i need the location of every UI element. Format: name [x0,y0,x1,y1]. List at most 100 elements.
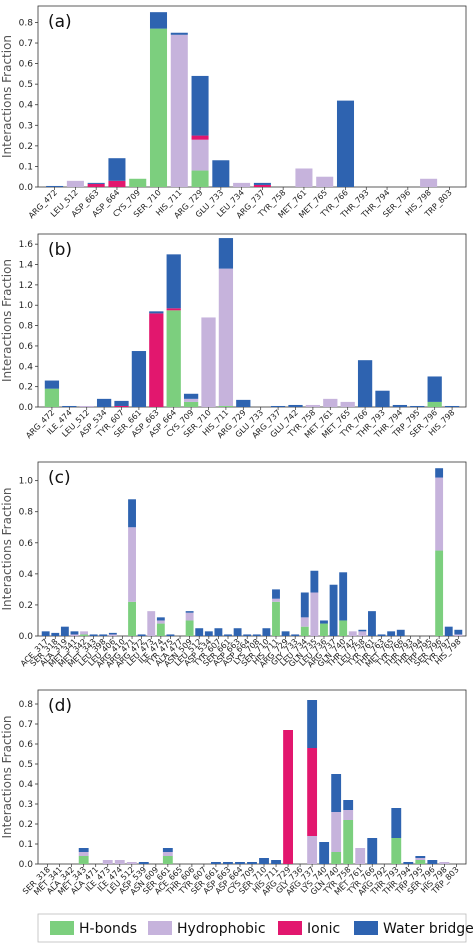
y-axis-label: Interactions Fraction [0,487,14,610]
bar-segment-hydrophobic [300,617,309,627]
bar-segment-water-bridges [218,238,234,269]
bar-segment-water-bridges [272,589,280,599]
bar-segment-hydrophobic [78,852,89,856]
bar-segment-water-bridges [233,628,242,636]
y-tick-label: 0.2 [19,820,33,830]
chart-panel-2: 0.0 0.2 0.4 0.6 0.8 1.0 1.2 1.4 1.6 Interactions … [0,233,467,440]
bar-segment-water-bridges [331,774,342,812]
y-tick-label: 0.4 [19,570,34,580]
bar-segment-water-bridges [320,620,328,624]
bar-segment-hydrophobic [307,836,318,864]
bar-segment-water-bridges [166,254,181,309]
bar-segment-water-bridges [357,360,373,407]
bar-segment-water-bridges [156,617,165,621]
y-tick-label: 1.6 [19,240,34,250]
bar-segment-ionic [108,180,126,187]
bar-segment-hydrophobic [272,598,280,602]
bar-segment-hydrophobic [79,405,94,407]
bar-segment-h-bonds [300,626,309,636]
bar-segment-water-bridges [339,572,348,621]
bar-segment-water-bridges [387,631,396,636]
bar-segment-water-bridges [51,632,60,636]
bar-segment-water-bridges [444,405,460,407]
bar-segment-h-bonds [156,623,165,636]
bar-segment-ionic [283,730,293,864]
bar-segment-hydrophobic [295,168,313,187]
plot-frame [37,5,467,188]
bar-segment-h-bonds [331,852,342,864]
bar-segment-water-bridges [252,634,261,636]
bar-segment-water-bridges [259,858,269,864]
bar-segment-h-bonds [391,838,402,864]
bar-segment-hydrophobic [80,631,88,635]
panel-label: (c) [48,468,71,488]
bar-segment-hydrophobic [128,527,136,602]
bar-segment-water-bridges [410,405,425,407]
y-tick-label: 1.0 [19,301,34,311]
bar-segment-water-bridges [114,400,129,406]
bar-segment-hydrophobic [355,848,366,864]
y-tick-label: 1.4 [19,261,34,271]
chart-panels: 0.0 0.1 0.2 0.3 0.4 0.5 0.6 0.7 0.8 Interactions … [0,5,467,897]
bar-segment-hydrophobic [454,634,463,636]
bar-segment-hydrophobic [114,860,125,864]
bar-segment-hydrophobic [343,810,354,820]
bar-segment-water-bridges [343,800,354,810]
bar-segment-water-bridges [435,468,444,478]
bar-segment-hydrophobic [415,858,426,860]
bar-segment-water-bridges [375,390,390,407]
bar-segment-water-bridges [247,862,257,864]
bar-segment-water-bridges [78,848,89,852]
bar-segment-water-bridges [62,405,77,407]
bar-segment-water-bridges [166,634,175,636]
bar-segment-h-bonds [435,550,444,636]
bar-segment-hydrophobic [310,592,319,636]
y-tick-label: 0.4 [19,362,34,372]
y-tick-label: 0.3 [19,800,33,810]
bar-segment-water-bridges [44,380,60,389]
bar-segment-water-bridges [236,399,251,407]
bar-segment-h-bonds [320,623,328,636]
y-tick-label: 0.6 [19,60,34,70]
y-axis-label: Interactions Fraction [0,715,14,838]
bar-segment-water-bridges [211,862,221,864]
bar-segment-h-bonds [166,310,181,407]
bar-segment-water-bridges [377,634,386,636]
bar-segment-water-bridges [138,862,149,864]
bar-segment-water-bridges [253,182,271,185]
bar-segment-water-bridges [191,75,209,136]
bar-segment-water-bridges [170,32,188,35]
bar-segment-h-bonds [191,170,209,187]
bar-segment-hydrophobic [102,860,113,864]
bar-segment-water-bridges [281,631,290,636]
legend-frame [37,913,467,943]
bar-segment-water-bridges [185,611,194,613]
bar-segment-hydrophobic [439,862,450,864]
bar-segment-water-bridges [204,631,213,636]
bar-segment-hydrophobic [435,477,444,551]
bar-segment-water-bridges [131,351,147,407]
bar-segment-hydrophobic [218,268,234,406]
bar-segment-water-bridges [60,626,69,636]
y-tick-label: 0.0 [19,632,34,642]
y-tick-label: 0.6 [19,342,34,352]
bar-segment-water-bridges [392,404,408,407]
bar-segment-water-bridges [415,856,426,858]
bar-segment-ionic [253,184,271,187]
chart-panel-3: 0.0 0.2 0.4 0.6 0.8 1.0 Interactions Fraction (… [0,461,467,669]
bar-segment-water-bridges [46,185,64,187]
bar-segment-water-bridges [300,592,309,618]
bar-segment-water-bridges [128,499,136,528]
bar-segment-water-bridges [223,862,233,864]
panel-label: (a) [48,12,72,32]
bar-segment-h-bonds [149,28,168,187]
bar-segment-water-bridges [108,158,126,181]
bar-segment-water-bridges [368,611,376,636]
bar-segment-water-bridges [89,634,98,636]
bar-segment-h-bonds [78,856,89,864]
y-tick-label: 0.8 [19,322,34,332]
bar-segment-h-bonds [44,388,60,407]
bar-segment-ionic [87,183,105,187]
bar-segment-water-bridges [235,862,245,864]
bar-segment-water-bridges [427,860,438,864]
